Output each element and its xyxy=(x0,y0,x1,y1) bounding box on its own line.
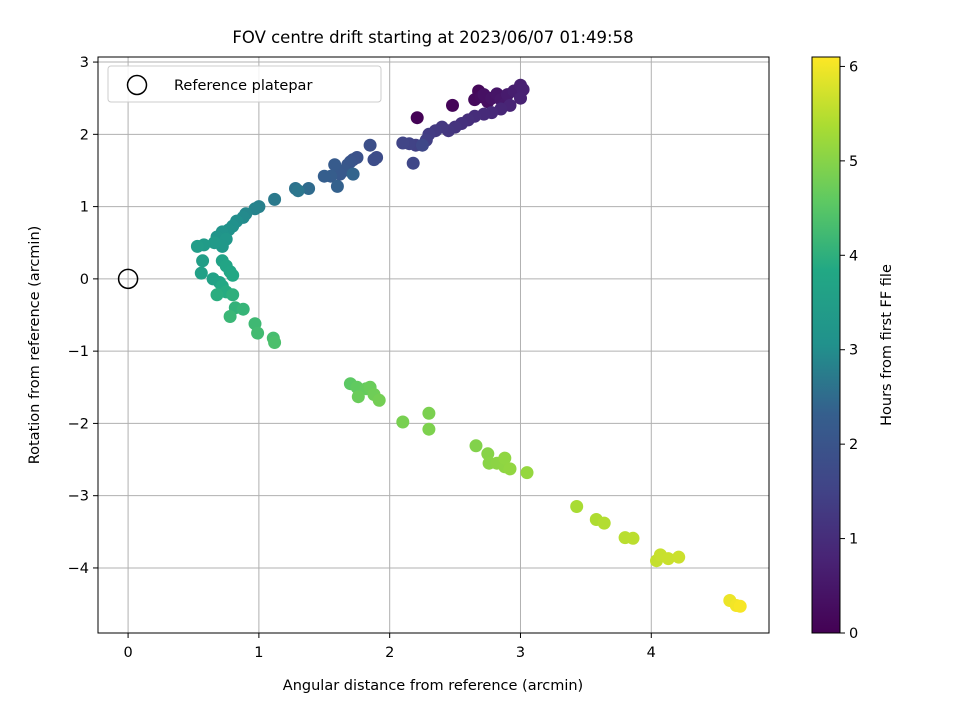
scatter-point xyxy=(328,158,342,172)
scatter-point xyxy=(672,550,686,564)
scatter-point xyxy=(733,599,747,613)
scatter-point xyxy=(190,239,204,253)
colorbar-tick-label: 5 xyxy=(849,154,858,170)
scatter-point xyxy=(661,552,675,566)
scatter-point xyxy=(226,268,240,282)
scatter-point xyxy=(410,111,424,125)
reference-platepar-marker xyxy=(117,268,139,290)
x-tick-label: 2 xyxy=(385,645,394,661)
colorbar-tick-label: 2 xyxy=(849,437,858,453)
colorbar-ticks: 0 1 2 3 4 5 6 xyxy=(840,59,858,642)
scatter-point xyxy=(520,466,534,480)
colorbar-tick-label: 0 xyxy=(849,626,858,642)
colorbar-tick-label: 3 xyxy=(849,343,858,359)
x-tick-label: 0 xyxy=(123,645,132,661)
scatter-point xyxy=(597,516,611,530)
colorbar-label: Hours from first FF file xyxy=(879,264,895,426)
scatter-point xyxy=(396,136,410,150)
scatter-point xyxy=(317,169,331,183)
scatter-point xyxy=(346,167,360,181)
x-axis-ticks: 0 1 2 3 4 xyxy=(123,633,656,661)
y-axis-ticks: −4 −3 −2 −1 0 1 2 3 xyxy=(68,55,98,577)
legend-box xyxy=(107,65,382,103)
y-tick-label: 0 xyxy=(80,272,89,288)
scatter-point xyxy=(446,98,459,112)
scatter-point xyxy=(223,310,237,323)
scatter-point xyxy=(396,415,410,429)
scatter-point xyxy=(268,336,282,349)
scatter-point xyxy=(236,302,250,316)
scatter-point xyxy=(422,422,436,436)
scatter-point xyxy=(210,288,224,302)
chart-title: FOV centre drift starting at 2023/06/07 … xyxy=(232,28,633,47)
scatter-points xyxy=(190,78,747,613)
legend-entry-reference-platepar: Reference platepar xyxy=(174,78,312,94)
x-axis-label: Angular distance from reference (arcmin) xyxy=(283,678,583,694)
scatter-point xyxy=(406,156,420,170)
y-tick-label: 2 xyxy=(80,127,89,143)
scatter-point xyxy=(351,390,365,404)
y-tick-label: 1 xyxy=(80,200,89,216)
scatter-point xyxy=(570,500,584,513)
scatter-point xyxy=(415,138,429,152)
colorbar-tick-label: 4 xyxy=(849,248,858,264)
legend: Reference platepar xyxy=(107,65,382,103)
grid xyxy=(98,57,769,633)
scatter-point xyxy=(372,393,386,407)
colorbar-tick-label: 6 xyxy=(849,59,858,75)
scatter-point xyxy=(363,138,377,152)
plot-area-frame xyxy=(97,56,770,634)
legend-marker-icon xyxy=(126,74,148,96)
scatter-point xyxy=(251,326,265,340)
scatter-point xyxy=(207,236,221,250)
scatter-point xyxy=(503,462,517,476)
scatter-point xyxy=(469,439,483,453)
x-tick-label: 4 xyxy=(647,645,656,661)
scatter-point xyxy=(291,184,305,198)
y-tick-label: −1 xyxy=(68,344,89,360)
x-tick-label: 3 xyxy=(516,645,525,661)
colorbar xyxy=(811,56,841,634)
scatter-point xyxy=(514,91,527,105)
y-tick-label: −4 xyxy=(68,561,89,577)
colorbar-tick-label: 1 xyxy=(849,532,858,548)
scatter-point xyxy=(268,192,282,206)
y-tick-label: −3 xyxy=(68,489,89,505)
scatter-point xyxy=(498,451,512,465)
scatter-point xyxy=(330,179,344,193)
y-tick-label: −2 xyxy=(68,416,89,432)
scatter-point xyxy=(367,153,381,167)
scatter-point xyxy=(302,182,316,195)
scatter-point xyxy=(196,254,210,268)
y-tick-label: 3 xyxy=(80,55,89,71)
x-tick-label: 1 xyxy=(254,645,263,661)
y-axis-label: Rotation from reference (arcmin) xyxy=(27,226,43,465)
scatter-point xyxy=(226,288,240,302)
scatter-point xyxy=(422,406,436,420)
scatter-point xyxy=(194,266,208,280)
scatter-point xyxy=(626,531,640,545)
